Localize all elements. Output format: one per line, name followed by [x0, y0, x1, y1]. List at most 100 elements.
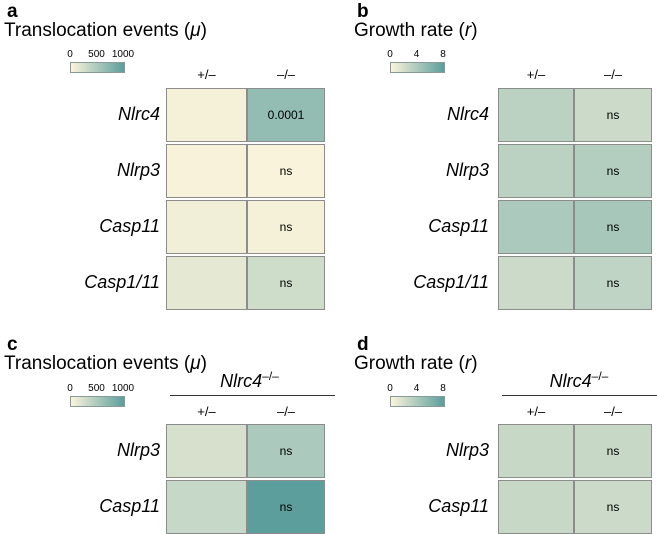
- heatmap-cell: ns: [247, 144, 325, 198]
- heatmap-cell: ns: [574, 88, 652, 142]
- row-label: Nlrp3: [445, 440, 489, 460]
- column-header: +/–: [197, 404, 216, 419]
- heatmap-cell: [498, 480, 574, 534]
- legend-tick-label: 0: [67, 383, 73, 394]
- legend-tick-label: 4: [413, 49, 420, 60]
- panel-title: Growth rate (r): [354, 354, 478, 373]
- cell-annotation: ns: [606, 276, 620, 290]
- group-label-text: Nlrc4: [549, 371, 592, 391]
- row-label: Nlrc4: [446, 104, 489, 124]
- cell-annotation: ns: [606, 220, 620, 234]
- legend-tick-label: 0: [67, 49, 73, 60]
- row-label: Nlrc4: [117, 104, 160, 124]
- title-close: ): [200, 353, 207, 374]
- cell-annotation: 0.0001: [267, 108, 305, 122]
- heatmap-cell: ns: [574, 256, 652, 310]
- cell-annotation: ns: [279, 164, 293, 178]
- group-label-text: Nlrc4: [220, 371, 263, 391]
- column-header: +/–: [526, 67, 546, 82]
- legend-tick-label: 4: [413, 383, 420, 394]
- row-label: Nlrp3: [116, 440, 160, 460]
- cell-annotation: ns: [279, 444, 293, 458]
- heatmap-cell: ns: [574, 424, 652, 478]
- row-label: Casp1/11: [84, 272, 160, 292]
- group-label: Nlrc4–/–: [550, 369, 609, 392]
- legend-tick-label: 1000: [111, 383, 135, 394]
- row-label: Nlrp3: [445, 160, 489, 180]
- heatmap-cell: [166, 200, 247, 254]
- legend-tick-label: 8: [440, 49, 446, 60]
- cell-annotation: ns: [279, 500, 293, 514]
- column-header: +/–: [197, 67, 216, 82]
- color-scale-legend: [390, 62, 445, 73]
- group-label-genotype: –/–: [591, 369, 609, 383]
- column-header: –/–: [276, 67, 296, 82]
- row-label: Casp11: [99, 216, 160, 236]
- title-close: ): [471, 20, 478, 41]
- heatmap-cell: ns: [574, 480, 652, 534]
- panel-letter: d: [357, 334, 369, 355]
- legend-tick-label: 0: [387, 383, 393, 394]
- heatmap-cell: [166, 256, 247, 310]
- heatmap-cell: [166, 424, 247, 478]
- row-label: Casp11: [428, 216, 489, 236]
- row-label: Casp11: [428, 496, 489, 516]
- color-scale-legend: [70, 62, 125, 73]
- panel-letter: c: [7, 334, 18, 355]
- legend-tick-label: 500: [88, 49, 105, 60]
- panel-letter: b: [357, 1, 369, 22]
- heatmap-cell: ns: [574, 200, 652, 254]
- heatmap-cell: ns: [247, 480, 325, 534]
- cell-annotation: ns: [279, 220, 293, 234]
- heatmap-cell: 0.0001: [247, 88, 325, 142]
- heatmap-cell: ns: [247, 200, 325, 254]
- title-text: Translocation events (: [4, 353, 191, 374]
- title-text: Translocation events (: [4, 20, 191, 41]
- legend-tick-label: 1000: [111, 49, 135, 60]
- heatmap-cell: [498, 88, 574, 142]
- legend-tick-label: 8: [440, 383, 446, 394]
- heatmap-cell: [166, 88, 247, 142]
- title-text: Growth rate (: [354, 353, 465, 374]
- cell-annotation: ns: [606, 444, 620, 458]
- column-header: –/–: [603, 67, 623, 82]
- group-underline: [502, 395, 657, 396]
- row-label: Casp11: [99, 496, 160, 516]
- color-scale-legend: [390, 396, 445, 407]
- heatmap-cell: ns: [574, 144, 652, 198]
- cell-annotation: ns: [279, 276, 293, 290]
- title-symbol: μ: [190, 20, 201, 41]
- legend-tick-label: 0: [387, 49, 393, 60]
- heatmap-cell: [498, 200, 574, 254]
- panel-title: Growth rate (r): [354, 21, 478, 40]
- column-header: –/–: [603, 404, 623, 419]
- color-scale-legend: [70, 396, 125, 407]
- legend-tick-label: 500: [88, 383, 105, 394]
- heatmap-cell: ns: [247, 424, 325, 478]
- title-close: ): [200, 20, 207, 41]
- panel-title: Translocation events (μ): [4, 21, 207, 40]
- heatmap-cell: [498, 424, 574, 478]
- title-symbol: r: [464, 353, 472, 374]
- column-header: +/–: [526, 404, 546, 419]
- title-symbol: r: [464, 20, 472, 41]
- cell-annotation: ns: [606, 164, 620, 178]
- row-label: Nlrp3: [116, 160, 160, 180]
- heatmap-cell: ns: [247, 256, 325, 310]
- group-label: Nlrc4–/–: [220, 369, 279, 392]
- heatmap-cell: [166, 144, 247, 198]
- heatmap-cell: [498, 256, 574, 310]
- panel-letter: a: [7, 1, 18, 22]
- group-underline: [170, 395, 335, 396]
- heatmap-cell: [498, 144, 574, 198]
- title-close: ): [471, 353, 478, 374]
- group-label-genotype: –/–: [262, 369, 279, 383]
- column-header: –/–: [276, 404, 296, 419]
- heatmap-cell: [166, 480, 247, 534]
- title-symbol: μ: [190, 353, 201, 374]
- row-label: Casp1/11: [413, 272, 489, 292]
- cell-annotation: ns: [606, 108, 620, 122]
- title-text: Growth rate (: [354, 20, 465, 41]
- cell-annotation: ns: [606, 500, 620, 514]
- panel-title: Translocation events (μ): [4, 354, 207, 373]
